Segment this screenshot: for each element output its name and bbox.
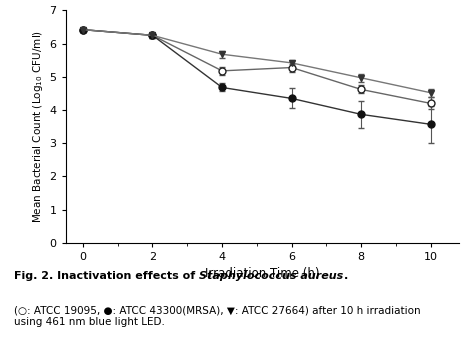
- Text: Fig. 2. Inactivation effects of: Fig. 2. Inactivation effects of: [14, 271, 199, 281]
- Text: (○: ATCC 19095, ●: ATCC 43300(MRSA), ▼: ATCC 27664) after 10 h irradiation
using: (○: ATCC 19095, ●: ATCC 43300(MRSA), ▼: …: [14, 305, 421, 327]
- X-axis label: Irradiation Time (h): Irradiation Time (h): [205, 268, 319, 280]
- Y-axis label: Mean Bacterial Count (Log$_{10}$ CFU/ml): Mean Bacterial Count (Log$_{10}$ CFU/ml): [31, 30, 45, 223]
- Text: .: .: [344, 271, 348, 281]
- Text: Staphylococcus aureus: Staphylococcus aureus: [199, 271, 344, 281]
